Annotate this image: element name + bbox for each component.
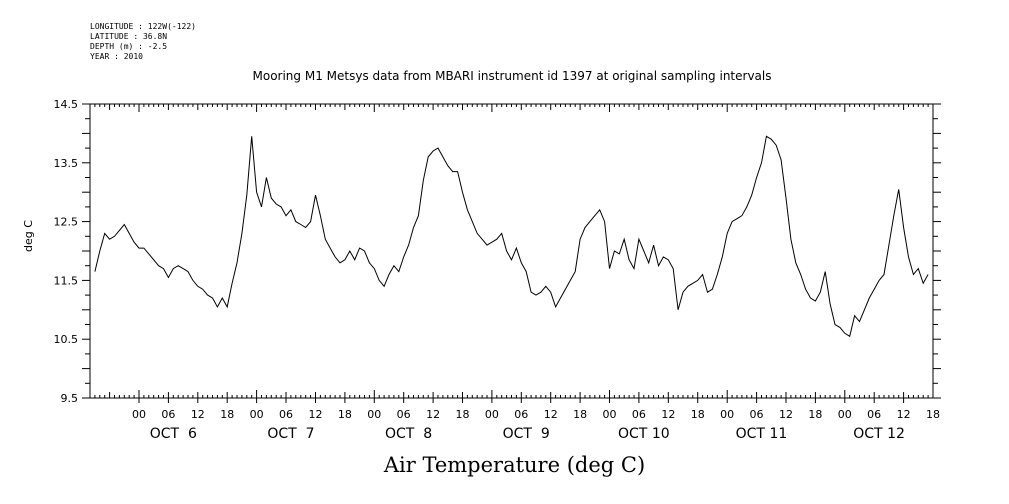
- chart-title: Mooring M1 Metsys data from MBARI instru…: [252, 69, 772, 83]
- x-tick-label: 12: [426, 408, 440, 421]
- x-tick-label: 00: [838, 408, 852, 421]
- air-temperature-line: [94, 135, 929, 338]
- x-tick-label: 18: [573, 408, 587, 421]
- latitude-text: LATITUDE : 36.8N: [90, 32, 168, 41]
- day-label: OCT 7: [267, 426, 314, 442]
- x-tick-label: 00: [367, 408, 381, 421]
- x-tick-label: 00: [603, 408, 617, 421]
- x-tick-label: 06: [397, 408, 411, 421]
- day-label: OCT 9: [503, 426, 550, 442]
- x-tick-label: 06: [867, 408, 881, 421]
- y-tick-label: 13.5: [54, 157, 79, 170]
- x-tick-label: 12: [661, 408, 675, 421]
- variable-title: Air Temperature (deg C): [383, 453, 646, 477]
- x-tick-label: 06: [632, 408, 646, 421]
- x-tick-label: 06: [279, 408, 293, 421]
- plot-frame: [89, 103, 934, 399]
- y-tick-label: 9.5: [61, 392, 79, 405]
- day-label: OCT 6: [150, 426, 197, 442]
- x-tick-label: 06: [161, 408, 175, 421]
- x-tick-label: 06: [514, 408, 528, 421]
- y-tick-label: 14.5: [54, 98, 79, 111]
- x-tick-labels: 00 06 12 18 00 06 12 18 00 06 12 18 00 06 12 18 00 06 12 18…: [132, 408, 940, 421]
- day-label: OCT 12: [853, 426, 905, 442]
- x-tick-label: 18: [808, 408, 822, 421]
- x-tick-label: 18: [220, 408, 234, 421]
- day-label: OCT 10: [618, 426, 670, 442]
- x-tick-label: 12: [308, 408, 322, 421]
- y-tick-label: 11.5: [54, 274, 79, 287]
- y-tick-label: 12.5: [54, 216, 79, 229]
- x-tick-label: 00: [250, 408, 264, 421]
- x-tick-label: 18: [926, 408, 940, 421]
- x-tick-label: 18: [455, 408, 469, 421]
- y-tick-label: 10.5: [54, 333, 79, 346]
- depth-text: DEPTH (m) : -2.5: [90, 42, 168, 51]
- year-text: YEAR : 2010: [90, 52, 143, 61]
- axis-ticks: [82, 103, 941, 403]
- x-tick-label: 06: [750, 408, 764, 421]
- x-tick-label: 18: [691, 408, 705, 421]
- x-tick-label: 12: [779, 408, 793, 421]
- y-tick-labels: 9.5 10.5 11.5 12.5 13.5 14.5: [54, 98, 79, 405]
- x-tick-label: 18: [338, 408, 352, 421]
- x-tick-label: 12: [897, 408, 911, 421]
- longitude-text: LONGITUDE : 122W(-122): [90, 22, 196, 31]
- x-tick-label: 12: [191, 408, 205, 421]
- x-tick-label: 00: [720, 408, 734, 421]
- day-labels: OCT 6 OCT 7 OCT 8 OCT 9 OCT 10 OCT 11 OCT 12: [150, 426, 905, 442]
- x-tick-label: 00: [132, 408, 146, 421]
- station-metadata: LONGITUDE : 122W(-122) LATITUDE : 36.8N …: [90, 22, 196, 62]
- day-label: OCT 11: [736, 426, 788, 442]
- x-tick-label: 12: [544, 408, 558, 421]
- x-tick-label: 00: [485, 408, 499, 421]
- day-label: OCT 8: [385, 426, 432, 442]
